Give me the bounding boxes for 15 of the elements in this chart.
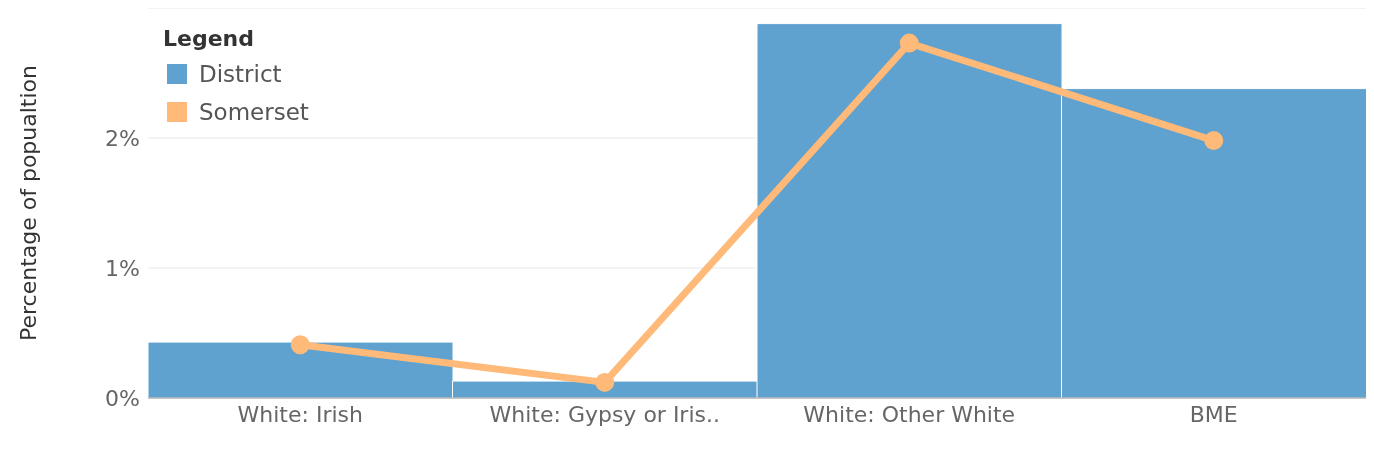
x-tick-label: White: Irish [237, 401, 363, 427]
y-axis-title: Percentage of popualtion [15, 64, 41, 342]
point [1204, 131, 1224, 151]
point [290, 335, 310, 355]
point [595, 372, 615, 392]
x-tick-label: White: Gypsy or Iris.. [489, 401, 720, 427]
legend-label: Somerset [198, 98, 309, 127]
y-tick-label: 0% [105, 385, 140, 411]
legend-label: District [198, 60, 283, 89]
y-tick-label: 2% [105, 125, 140, 151]
x-tick-label: White: Other White [803, 401, 1016, 427]
x-tick-label: BME [1189, 401, 1238, 427]
legend-title: Legend [163, 26, 256, 51]
y-tick-label: 1% [105, 255, 140, 281]
point [899, 33, 919, 53]
